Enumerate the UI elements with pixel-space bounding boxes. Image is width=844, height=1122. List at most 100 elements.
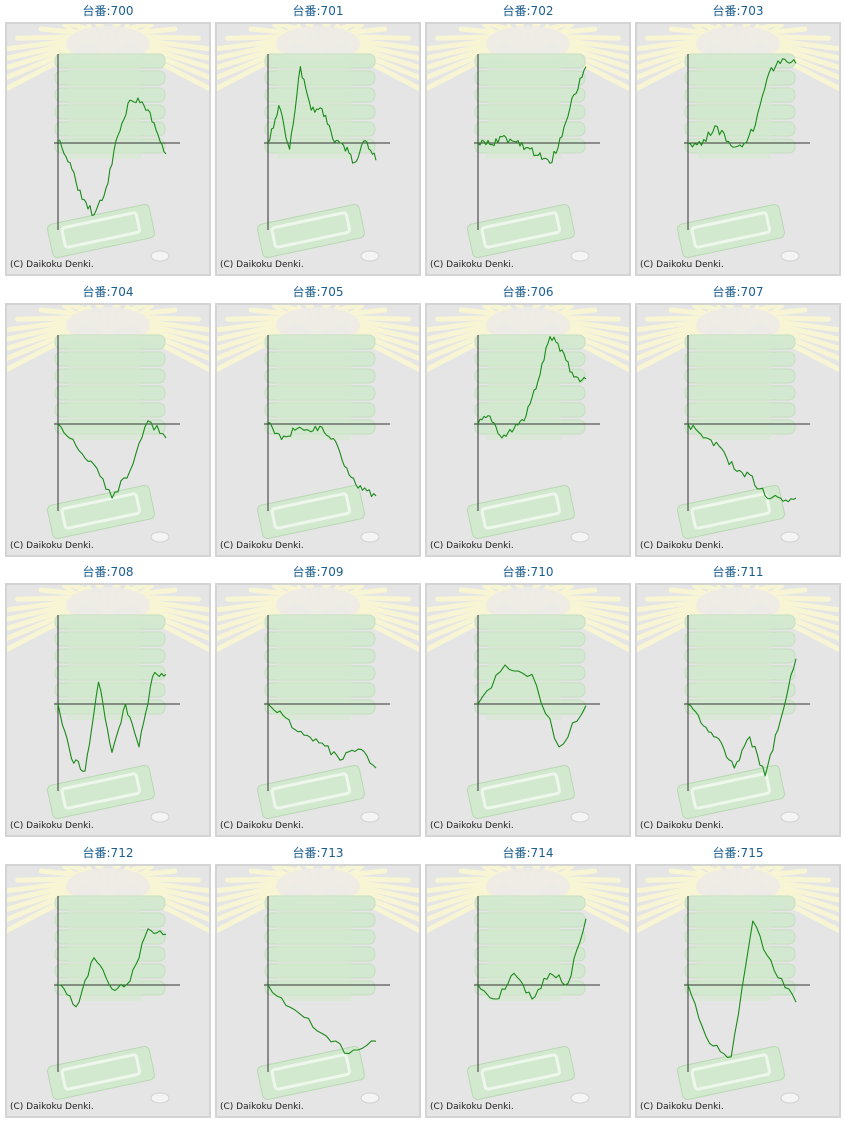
sun-ray-icon xyxy=(637,885,708,913)
coin-icon xyxy=(780,531,800,543)
machine-chart[interactable]: 台番:710 (C) Daikoku Denki. xyxy=(425,561,631,837)
sun-ray-icon xyxy=(558,885,629,913)
machine-chart[interactable]: 台番:715 (C) Daikoku Denki. xyxy=(635,842,841,1118)
machine-chart[interactable]: 台番:702 (C) Daikoku Denki. xyxy=(425,0,631,276)
machine-number-title[interactable]: 台番:715 xyxy=(712,846,764,860)
graph-svg xyxy=(637,24,839,262)
sun-ray-icon xyxy=(555,881,629,903)
medal-tray-icon xyxy=(60,1053,141,1091)
sun-ray-icon xyxy=(217,881,291,903)
copyright-label: (C) Daikoku Denki. xyxy=(220,541,304,551)
medal-tray-icon xyxy=(270,492,351,530)
medal-tray-icon xyxy=(677,203,785,259)
machine-number-title[interactable]: 台番:701 xyxy=(292,4,344,18)
medal-tray-icon xyxy=(257,484,365,540)
graph-svg xyxy=(637,585,839,823)
sun-ray-icon xyxy=(7,612,76,653)
coin-pile-icon xyxy=(276,307,360,343)
medal-stack-icon xyxy=(277,615,351,720)
sun-ray-icon xyxy=(765,881,839,903)
graph-svg xyxy=(7,866,209,1104)
medal-stack-icon xyxy=(697,335,771,440)
sun-ray-icon xyxy=(637,881,711,903)
coin-pile-icon xyxy=(276,26,360,62)
sun-ray-icon xyxy=(427,47,497,81)
machine-chart[interactable]: 台番:709 (C) Daikoku Denki. xyxy=(215,561,421,837)
chart-panel: (C) Daikoku Denki. xyxy=(425,864,631,1118)
copyright-label: (C) Daikoku Denki. xyxy=(220,1102,304,1112)
data-series-line xyxy=(267,66,377,164)
machine-number-title[interactable]: 台番:713 xyxy=(292,846,344,860)
data-series-line xyxy=(57,420,167,499)
machine-number-title[interactable]: 台番:704 xyxy=(82,285,134,299)
medal-tray-icon xyxy=(677,484,785,540)
machine-number-title[interactable]: 台番:709 xyxy=(292,565,344,579)
medal-stack-icon xyxy=(277,896,351,1001)
coin-pile-icon xyxy=(276,868,360,904)
chart-panel: (C) Daikoku Denki. xyxy=(425,583,631,837)
machine-number-title[interactable]: 台番:706 xyxy=(502,285,554,299)
medal-tray-icon xyxy=(467,203,575,259)
sun-ray-icon xyxy=(7,39,81,61)
graph-svg xyxy=(427,585,629,823)
sun-ray-icon xyxy=(427,39,501,61)
medal-tray-icon xyxy=(467,764,575,820)
background-artwork xyxy=(7,24,209,262)
machine-chart[interactable]: 台番:708 (C) Daikoku Denki. xyxy=(5,561,211,837)
coin-icon xyxy=(570,1092,590,1104)
machine-number-title[interactable]: 台番:712 xyxy=(82,846,134,860)
sun-ray-icon xyxy=(138,324,209,352)
machine-number-title[interactable]: 台番:711 xyxy=(712,565,764,579)
machine-chart[interactable]: 台番:707 (C) Daikoku Denki. xyxy=(635,281,841,557)
machine-chart[interactable]: 台番:704 (C) Daikoku Denki. xyxy=(5,281,211,557)
medal-tray-icon xyxy=(480,492,561,530)
machine-number-title[interactable]: 台番:705 xyxy=(292,285,344,299)
sun-ray-icon xyxy=(637,889,707,923)
sun-ray-icon xyxy=(637,324,708,352)
coin-icon xyxy=(780,1092,800,1104)
copyright-label: (C) Daikoku Denki. xyxy=(220,821,304,831)
machine-number-title[interactable]: 台番:707 xyxy=(712,285,764,299)
machine-chart[interactable]: 台番:712 (C) Daikoku Denki. xyxy=(5,842,211,1118)
sun-ray-icon xyxy=(138,885,209,913)
sun-ray-icon xyxy=(7,881,81,903)
medal-tray-icon xyxy=(60,211,141,249)
sun-ray-icon xyxy=(555,320,629,342)
machine-chart[interactable]: 台番:714 (C) Daikoku Denki. xyxy=(425,842,631,1118)
machine-chart[interactable]: 台番:700 (C) Daikoku Denki. xyxy=(5,0,211,276)
coin-icon xyxy=(360,531,380,543)
machine-number-title[interactable]: 台番:700 xyxy=(82,4,134,18)
machine-chart[interactable]: 台番:711 (C) Daikoku Denki. xyxy=(635,561,841,837)
machine-number-title[interactable]: 台番:702 xyxy=(502,4,554,18)
machine-number-title[interactable]: 台番:710 xyxy=(502,565,554,579)
copyright-label: (C) Daikoku Denki. xyxy=(640,260,724,270)
machine-chart[interactable]: 台番:706 (C) Daikoku Denki. xyxy=(425,281,631,557)
machine-chart[interactable]: 台番:705 (C) Daikoku Denki. xyxy=(215,281,421,557)
graph-svg xyxy=(7,305,209,543)
machine-chart[interactable]: 台番:703 (C) Daikoku Denki. xyxy=(635,0,841,276)
machine-number-title[interactable]: 台番:703 xyxy=(712,4,764,18)
machine-chart[interactable]: 台番:713 (C) Daikoku Denki. xyxy=(215,842,421,1118)
medal-tray-icon xyxy=(467,1045,575,1101)
sun-ray-icon xyxy=(345,320,419,342)
medal-tray-icon xyxy=(257,203,365,259)
machine-number-title[interactable]: 台番:714 xyxy=(502,846,554,860)
coin-pile-icon xyxy=(486,307,570,343)
coin-pile-icon xyxy=(696,587,780,623)
chart-panel: (C) Daikoku Denki. xyxy=(5,583,211,837)
sun-ray-icon xyxy=(135,600,209,622)
machine-number-title[interactable]: 台番:708 xyxy=(82,565,134,579)
medal-tray-icon xyxy=(47,764,155,820)
graph-svg xyxy=(217,866,419,1104)
sun-ray-icon xyxy=(217,324,288,352)
sun-ray-icon xyxy=(217,600,291,622)
copyright-label: (C) Daikoku Denki. xyxy=(220,260,304,270)
sun-ray-icon xyxy=(348,43,419,71)
machine-chart[interactable]: 台番:701 (C) Daikoku Denki. xyxy=(215,0,421,276)
medal-stack-icon xyxy=(697,896,771,1001)
sun-ray-icon xyxy=(7,889,77,923)
sun-ray-icon xyxy=(217,889,287,923)
background-artwork xyxy=(427,24,629,262)
sun-ray-icon xyxy=(768,604,839,632)
sun-ray-icon xyxy=(427,51,496,92)
